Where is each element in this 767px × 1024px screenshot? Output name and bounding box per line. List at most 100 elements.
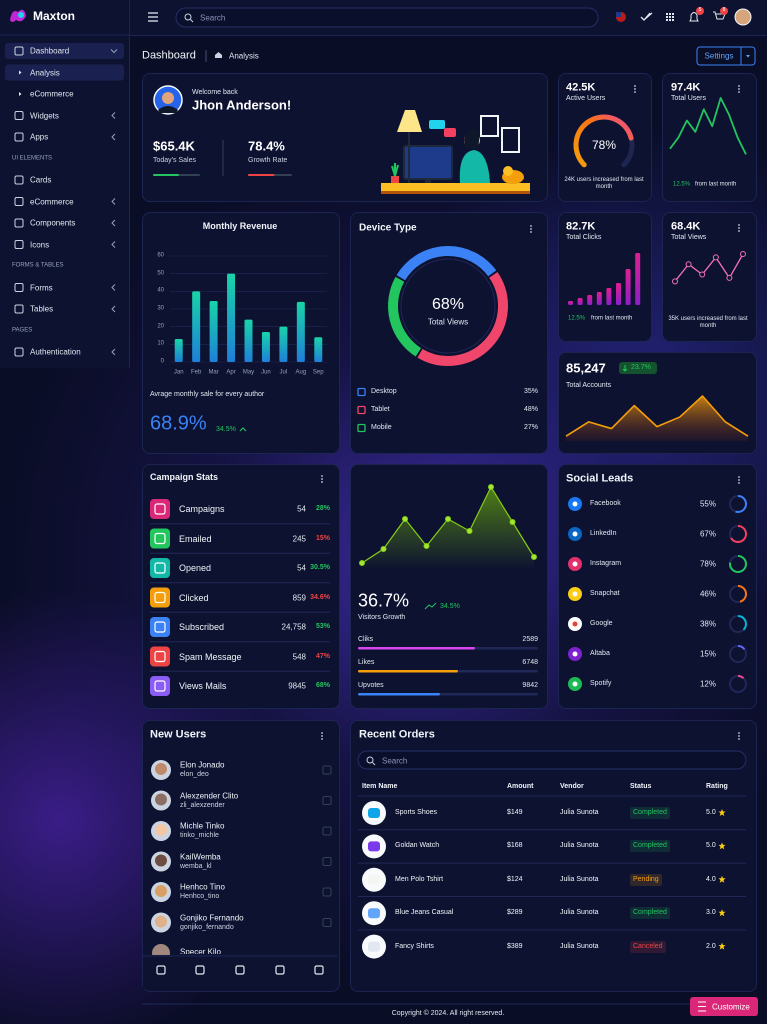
apps-icon [666, 19, 668, 21]
ring [737, 585, 747, 603]
customize-label[interactable]: Customize [712, 1001, 750, 1011]
menu-item[interactable]: Apps [30, 132, 49, 142]
column-header: Rating [706, 782, 728, 790]
metric-name: Cliks [358, 635, 374, 643]
chevron [111, 112, 116, 119]
menu-dots[interactable] [634, 88, 636, 90]
metric-label: Visitors Growth [358, 613, 406, 621]
metric-note: 35K users increased from last month [668, 316, 748, 329]
menu-item[interactable]: Tables [30, 304, 54, 314]
footer-icon[interactable] [195, 965, 205, 975]
check-icon[interactable] [640, 12, 653, 21]
checkbox[interactable] [322, 796, 332, 805]
y-tick-label: 30 [157, 305, 164, 312]
checkbox[interactable] [322, 826, 332, 836]
menu-item[interactable]: Dashboard [30, 46, 70, 56]
avatar-face [155, 915, 167, 928]
metric-note: from last month [695, 181, 737, 188]
menu-dots[interactable] [738, 738, 740, 740]
campaign-pct: 47% [315, 652, 330, 660]
bell-icon[interactable] [689, 12, 699, 22]
menu-dots[interactable] [634, 91, 636, 93]
search-box[interactable] [357, 750, 747, 770]
menu-item[interactable]: Components [30, 218, 76, 228]
menu-item[interactable]: Authentication [30, 347, 81, 357]
menu-dots[interactable] [321, 481, 323, 483]
amount: $149 [507, 808, 523, 816]
menu-icon [14, 283, 24, 292]
menu-dots[interactable] [634, 85, 636, 87]
caret[interactable] [746, 55, 750, 58]
settings-label[interactable]: Settings [704, 51, 734, 61]
social-icon-glyph [572, 591, 578, 597]
submenu-item[interactable]: eCommerce [30, 89, 74, 99]
metric-change: 12.5% [568, 315, 586, 322]
checkbox[interactable] [322, 857, 332, 866]
menu-dots[interactable] [321, 478, 323, 480]
plant [391, 163, 399, 177]
change: 23.7% [631, 363, 651, 371]
metric-value: 42.5K [566, 81, 596, 94]
menu-dots[interactable] [738, 735, 740, 737]
menu-dots[interactable] [321, 475, 323, 477]
stat-value: $65.4K [153, 138, 195, 154]
footer-icon[interactable] [235, 965, 245, 975]
monitor [403, 145, 453, 180]
footer-icon[interactable] [275, 965, 285, 975]
search-box[interactable] [175, 7, 599, 28]
customize-button[interactable] [690, 997, 758, 1016]
vendor: Julia Sunota [560, 808, 599, 816]
point [685, 261, 692, 268]
menu-item[interactable]: Cards [30, 175, 52, 185]
card-title: Social Leads [566, 472, 634, 485]
checkbox[interactable] [322, 765, 332, 775]
menu-dots[interactable] [738, 476, 740, 478]
avatar[interactable] [734, 8, 752, 26]
menu-dots[interactable] [321, 738, 323, 740]
user-name: Gonjiko Fernando [180, 912, 244, 922]
menu-dots[interactable] [738, 227, 740, 229]
campaign-pct: 15% [315, 534, 330, 542]
menu-dots[interactable] [530, 228, 532, 230]
campaign-icon-glyph [154, 680, 166, 692]
x-tick-label: Aug [295, 369, 307, 376]
menu-dots[interactable] [738, 85, 740, 87]
menu-dots[interactable] [738, 482, 740, 484]
menu-icon [14, 347, 24, 357]
progress-bar [358, 670, 458, 673]
menu-dots[interactable] [321, 732, 323, 734]
menu-dots[interactable] [738, 224, 740, 226]
campaign-name: Views Mails [179, 680, 227, 691]
menu-dots[interactable] [530, 225, 532, 227]
bar [227, 273, 236, 362]
trend-arrow [622, 365, 628, 372]
change: 34.5% [440, 602, 460, 610]
legend-icon [357, 423, 366, 433]
menu-item[interactable]: Icons [30, 239, 50, 249]
campaign-icon [150, 646, 170, 667]
menu-item[interactable]: Forms [30, 282, 53, 292]
footer-icon[interactable] [156, 965, 166, 975]
menu-dots[interactable] [738, 230, 740, 232]
footer-icon[interactable] [314, 965, 324, 975]
menu-dots[interactable] [530, 231, 532, 233]
submenu-item[interactable]: Analysis [30, 67, 60, 77]
menu-dots[interactable] [321, 735, 323, 737]
apps-icon [672, 16, 674, 18]
settings-button[interactable] [696, 46, 756, 66]
metric-note: from last month [591, 315, 633, 322]
rating: 3.0 [706, 909, 716, 917]
menu-dots[interactable] [738, 479, 740, 481]
menu-item[interactable]: eCommerce [30, 196, 74, 206]
menu-icon [14, 132, 24, 142]
menu-dots[interactable] [738, 88, 740, 90]
menu-item[interactable]: Widgets [30, 110, 59, 120]
checkbox[interactable] [322, 887, 332, 897]
avatar-face [155, 763, 167, 775]
checkbox[interactable] [322, 918, 332, 927]
menu-dots[interactable] [738, 732, 740, 734]
menu-dots[interactable] [738, 91, 740, 93]
amount: $289 [507, 909, 523, 917]
legend-value: 35% [523, 387, 538, 395]
